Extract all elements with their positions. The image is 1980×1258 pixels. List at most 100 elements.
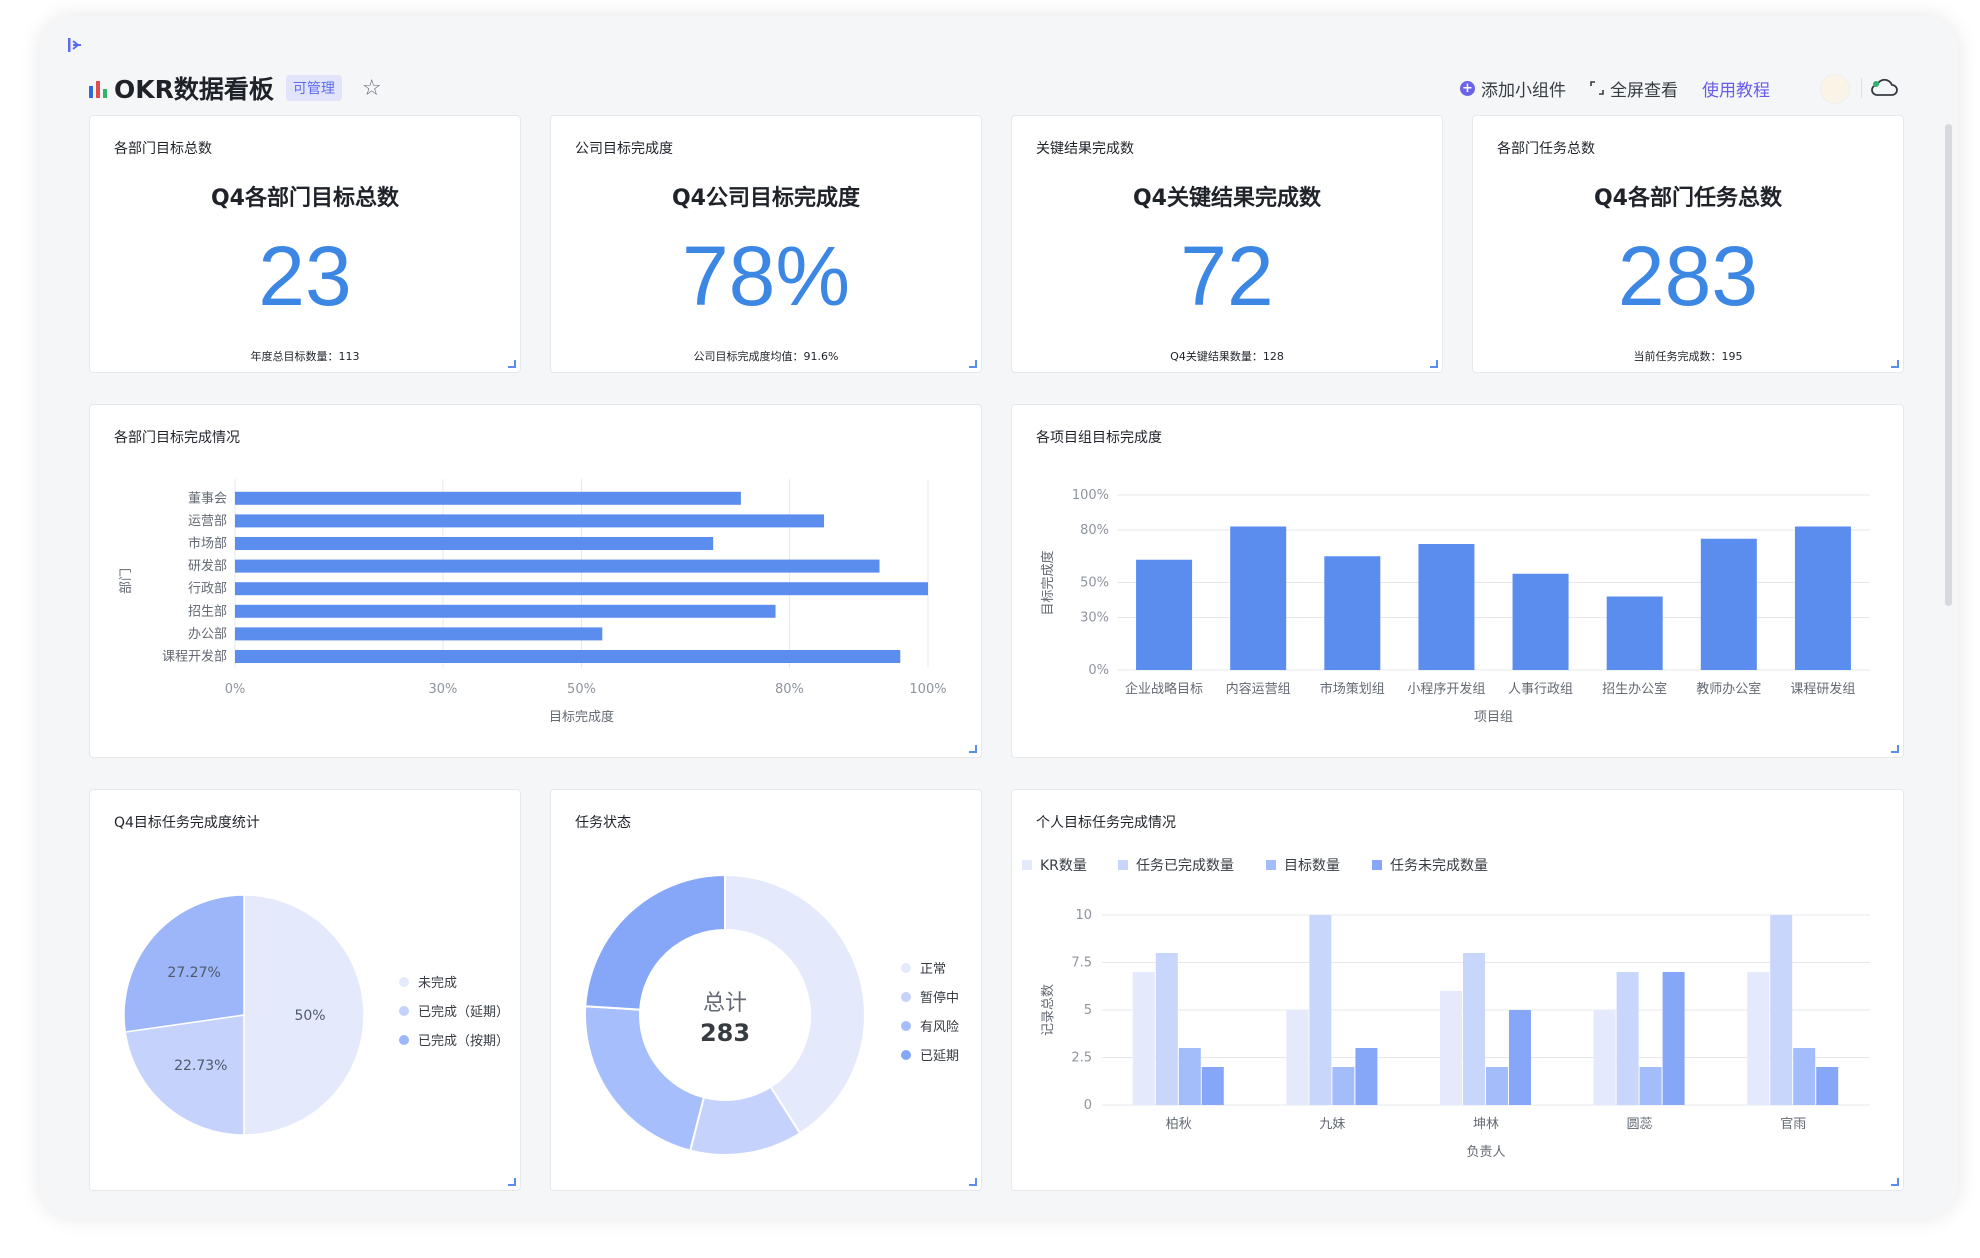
x-tick-label: 人事行政组 (1508, 682, 1573, 697)
legend-label: 已完成（延期） (418, 1005, 509, 1020)
y-tick-label: 办公部 (188, 627, 227, 642)
bar (1639, 1067, 1662, 1105)
slice-label: 50% (294, 1008, 325, 1024)
y-tick-label: 研发部 (188, 558, 227, 574)
task-status-card[interactable]: 任务状态 总计 283 正常 暂停中 有风险 已延期 (550, 789, 982, 1191)
bar (1700, 538, 1757, 670)
legend-label: 有风险 (920, 1020, 959, 1035)
y-tick-label: 运营部 (188, 514, 227, 529)
fullscreen-button[interactable]: 全屏查看 (1590, 76, 1678, 101)
y-tick-label: 市场部 (188, 536, 227, 552)
y-tick-label: 0% (1088, 663, 1109, 678)
y-tick-label: 100% (1072, 488, 1109, 503)
x-axis-label: 负责人 (1466, 1145, 1505, 1160)
plus-icon: + (1460, 80, 1475, 96)
y-axis-label: 部门 (119, 568, 134, 594)
x-tick-label: 企业战略目标 (1125, 681, 1203, 697)
personal-task-card[interactable]: 个人目标任务完成情况 0 2.5 5 7.5 10 柏秋 九妹 坤林 圆蕊 官雨 KR数量 任务已完成… (1011, 789, 1904, 1191)
header-actions: + 添加小组件 全屏查看 使用教程 (1460, 66, 1770, 110)
bar (1355, 1048, 1378, 1105)
donut-center-label: 总计 (703, 991, 747, 1016)
cloud-sync-icon[interactable] (1868, 76, 1900, 100)
y-tick-label: 2.5 (1071, 1051, 1092, 1066)
favorite-star-icon[interactable]: ☆ (361, 75, 382, 101)
kpi-card-dept-goals[interactable]: 各部门目标总数 Q4各部门目标总数 23 年度总目标数量：113 (89, 115, 521, 373)
legend-marker (1266, 860, 1276, 870)
legend-label: 已延期 (920, 1049, 959, 1064)
kpi-card-company-completion[interactable]: 公司目标完成度 Q4公司目标完成度 78% 公司目标完成度均值：91.6% (550, 115, 982, 373)
bar (1309, 915, 1332, 1105)
bar (1463, 953, 1485, 1105)
y-axis-label: 目标完成度 (1040, 550, 1056, 615)
legend-marker (901, 963, 911, 973)
legend-label: 正常 (920, 962, 946, 977)
bar (1201, 1067, 1224, 1105)
y-tick-label: 5 (1084, 1003, 1092, 1018)
x-tick-label: 官雨 (1780, 1116, 1806, 1132)
x-tick-label: 内容运营组 (1226, 681, 1291, 697)
legend-label: 暂停中 (920, 990, 959, 1006)
x-axis-label: 项目组 (1474, 710, 1513, 725)
tutorial-link[interactable]: 使用教程 (1702, 80, 1770, 101)
legend-label: 任务已完成数量 (1136, 858, 1234, 874)
sidebar-toggle-icon[interactable] (62, 32, 88, 58)
x-tick-label: 坤林 (1473, 1117, 1499, 1132)
y-tick-label: 0 (1084, 1098, 1092, 1113)
pie-slice (124, 1014, 245, 1136)
bar (1512, 573, 1569, 670)
bar (1747, 972, 1770, 1105)
x-tick-label: 市场策划组 (1320, 681, 1385, 697)
card-label: 各部门目标完成情况 (114, 430, 240, 446)
y-tick-label: 10 (1075, 908, 1092, 923)
kpi-card-key-results[interactable]: 关键结果完成数 Q4关键结果完成数 72 Q4关键结果数量：128 (1011, 115, 1443, 373)
add-widget-button[interactable]: + 添加小组件 (1460, 76, 1566, 101)
x-tick-label: 九妹 (1319, 1117, 1345, 1132)
x-axis-label: 目标完成度 (549, 709, 614, 725)
bar (1286, 1010, 1309, 1105)
bar (1593, 1010, 1616, 1105)
donut-segment (584, 873, 726, 1011)
permission-badge: 可管理 (285, 75, 342, 101)
card-label: 公司目标完成度 (575, 141, 673, 157)
dept-completion-card[interactable]: 各部门目标完成情况 0% 30% 50% 80% 100% 董事会 运营部 市场部 研发部 行政部… (89, 404, 982, 758)
add-widget-label: 添加小组件 (1481, 80, 1566, 101)
kpi-card-dept-tasks[interactable]: 各部门任务总数 Q4各部门任务总数 283 当前任务完成数：195 (1472, 115, 1904, 373)
x-tick-label: 50% (567, 682, 596, 697)
project-completion-chart: 0% 30% 50% 80% 100% 企业战略目标 内容运营组 市场策划组 小程序开发组 人事行… (1040, 488, 1870, 725)
card-label: 各部门目标总数 (114, 141, 212, 157)
bar (1324, 556, 1381, 670)
bar (1793, 1048, 1816, 1105)
bar (1178, 1048, 1201, 1105)
legend-marker (399, 1006, 409, 1016)
card-label: 各项目组目标完成度 (1036, 430, 1162, 446)
legend-label: 目标数量 (1284, 858, 1340, 874)
x-tick-label: 小程序开发组 (1407, 681, 1485, 697)
x-tick-label: 圆蕊 (1627, 1117, 1653, 1132)
x-tick-label: 0% (225, 682, 246, 697)
bar (1440, 991, 1462, 1105)
x-tick-label: 100% (909, 682, 946, 697)
pie-slice (243, 894, 365, 1136)
kpi-title: Q4关键结果完成数 (1132, 186, 1321, 211)
slice-label: 27.27% (167, 965, 220, 981)
q4-task-stats-card[interactable]: Q4目标任务完成度统计 50% 22.73% 27.27% 未完成 已完成（延期） 已完成… (89, 789, 521, 1191)
kpi-title: Q4公司目标完成度 (671, 186, 860, 211)
y-tick-label: 董事会 (188, 491, 227, 506)
legend-marker (1118, 860, 1128, 870)
legend-marker (901, 992, 911, 1002)
legend-marker (901, 1021, 911, 1031)
project-completion-card[interactable]: 各项目组目标完成度 0% 30% 50% 80% 100% 企业战略目标 内容运营组 市场策划… (1011, 404, 1904, 758)
y-axis-label: 记录总数 (1041, 984, 1056, 1036)
kpi-value: 78% (681, 229, 851, 323)
bar (1418, 544, 1475, 670)
bar (235, 627, 603, 641)
kpi-subtext: Q4关键结果数量：128 (1170, 350, 1284, 363)
x-tick-label: 教师办公室 (1696, 681, 1761, 697)
vertical-scrollbar[interactable] (1945, 124, 1952, 606)
kpi-value: 72 (1180, 229, 1274, 323)
bar (1486, 1067, 1508, 1105)
y-tick-label: 招生部 (188, 604, 227, 619)
user-avatar[interactable] (1820, 74, 1850, 104)
kpi-title: Q4各部门目标总数 (210, 186, 399, 211)
